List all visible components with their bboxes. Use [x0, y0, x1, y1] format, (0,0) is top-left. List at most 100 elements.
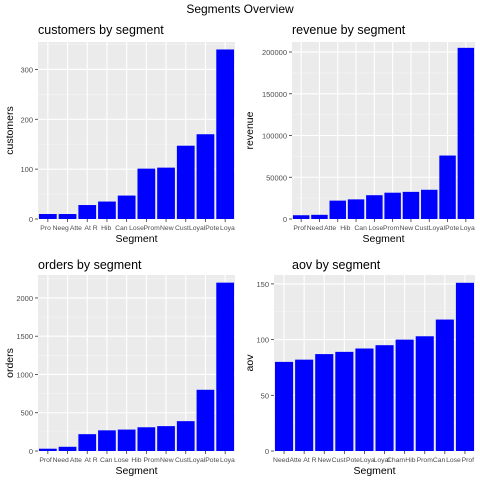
y-tick-label: 0: [29, 447, 33, 456]
bar-potential-loyalist: [196, 389, 215, 451]
bar-cannot-lose-them: [117, 195, 136, 219]
x-tick-label: Loyal: [374, 457, 391, 464]
bar-hibernating: [347, 199, 365, 219]
x-tick-label: Atte: [70, 225, 82, 232]
x-tick-label: Prom: [383, 225, 400, 232]
x-tick-label: Atte: [70, 457, 82, 464]
x-tick-label: Lose: [446, 457, 461, 464]
bar-need-attention: [58, 214, 77, 219]
x-tick-label: Hib: [340, 225, 350, 232]
bar-promising: [137, 168, 156, 219]
y-axis-label: aov: [244, 354, 256, 372]
bar-at-risk: [78, 205, 97, 219]
chart-panel-3: orders by segment 0 500 1000 1500 2000 Prof Nee…: [4, 258, 235, 477]
x-tick-label: Need: [273, 457, 289, 464]
x-tick-label: Prof: [293, 225, 306, 232]
y-tick-label: 300: [20, 65, 33, 74]
x-tick-label: Hib: [131, 457, 141, 464]
bar-loyal: [176, 421, 195, 451]
x-tick-label: Cham: [387, 457, 405, 464]
bar-potential-loyalist: [196, 134, 215, 219]
y-tick-label: 150: [256, 280, 269, 289]
x-tick-label: Need: [53, 457, 69, 464]
y-tick-label: 1500: [16, 332, 33, 341]
x-tick-label: Cust: [415, 225, 429, 232]
bar-hibernating: [117, 429, 136, 451]
x-tick-label: Can: [100, 457, 113, 464]
bar-new-customers: [157, 167, 175, 219]
chart-panel-1: customers by segment 0 100 200 300 Pro Neeg Att…: [4, 23, 235, 245]
bar-champions: [457, 47, 475, 219]
x-axis-label: Segment: [362, 233, 404, 245]
x-axis-label: Segment: [115, 233, 157, 245]
x-tick-label: Hib: [101, 225, 111, 232]
bar-champions: [216, 282, 235, 451]
bar-professional: [455, 282, 474, 451]
bar-promising: [384, 192, 401, 219]
y-tick-label: 2000: [16, 294, 33, 303]
x-tick-label: Loyal: [189, 225, 206, 232]
y-tick-label: 200: [20, 115, 33, 124]
x-tick-label: Cust: [332, 457, 346, 464]
chart-panel-4: aov by segment 0 50 100 150 Need Atte At R New Cu…: [244, 258, 475, 477]
x-tick-label: New: [400, 225, 414, 232]
x-tick-label: At R: [303, 457, 316, 464]
bar-potential-loyalist: [439, 155, 456, 219]
y-tick-label: 100: [256, 336, 269, 345]
x-tick-label: Loya: [460, 225, 475, 232]
bar-new-customers: [157, 426, 175, 451]
bar-professional: [38, 448, 57, 451]
x-tick-label: Can: [354, 225, 367, 232]
x-tick-label: Prom: [144, 225, 161, 232]
x-tick-label: Can: [115, 225, 128, 232]
x-axis-label: Segment: [353, 465, 395, 477]
bar-professional: [292, 215, 310, 219]
bar-hibernating: [98, 201, 116, 219]
x-tick-label: Can: [433, 457, 446, 464]
bar-loyal: [355, 348, 374, 451]
x-tick-label: Cust: [175, 225, 189, 232]
x-tick-label: Atte: [289, 457, 301, 464]
x-tick-label: Need: [307, 225, 323, 232]
chart-title: orders by segment: [38, 258, 142, 272]
bar-loyal: [176, 145, 195, 219]
x-tick-label: Atte: [324, 225, 336, 232]
x-tick-label: Prof: [462, 457, 475, 464]
page-title: Segments Overview: [186, 2, 294, 16]
bar-cannot-lose-them: [435, 319, 454, 451]
x-tick-label: Pro: [40, 225, 51, 232]
x-tick-label: New: [317, 457, 331, 464]
x-tick-label: Prof: [39, 457, 52, 464]
y-tick-label: 0: [283, 215, 287, 224]
x-tick-label: Hib: [405, 457, 415, 464]
x-tick-label: Lose: [129, 225, 144, 232]
x-tick-label: Pote: [205, 457, 219, 464]
x-tick-label: Prom: [417, 457, 434, 464]
bar-cannot-lose-them: [366, 195, 383, 219]
x-tick-label: Prom: [144, 457, 161, 464]
y-axis-label: customers: [4, 106, 16, 154]
bar-professional: [38, 214, 57, 219]
y-axis-label: orders: [4, 348, 16, 378]
bar-new-customers: [315, 354, 334, 451]
y-tick-label: 500: [20, 409, 33, 418]
bar-champions: [216, 49, 235, 219]
chart-title: customers by segment: [38, 23, 164, 37]
x-tick-label: Pote: [205, 225, 219, 232]
chart-title: revenue by segment: [292, 23, 406, 37]
bar-at-risk: [329, 200, 346, 219]
bar-loyal: [421, 189, 438, 219]
x-tick-label: At R: [84, 225, 97, 232]
bar-potential-loyalist: [335, 351, 354, 451]
x-tick-label: Neeg: [53, 225, 69, 232]
bar-at-risk: [78, 434, 97, 451]
x-tick-label: Loyal: [429, 225, 446, 232]
bar-need-attention: [311, 214, 328, 219]
x-tick-label: Lose: [369, 225, 384, 232]
y-tick-label: 0: [29, 215, 33, 224]
y-tick-label: 100: [20, 165, 33, 174]
x-tick-label: Loya: [360, 457, 375, 464]
bar-champions: [375, 345, 394, 451]
y-tick-label: 1000: [16, 370, 33, 379]
